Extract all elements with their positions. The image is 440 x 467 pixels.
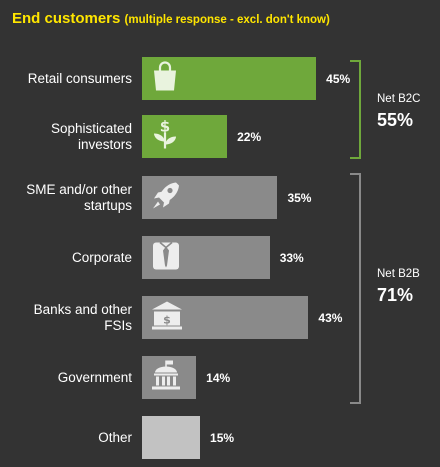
bank-icon: $ [150,299,184,336]
value-label-government: 14% [206,370,231,385]
chart-title-main: End customers [12,10,121,27]
bar-corporate [142,236,270,279]
category-label-retail-consumers: Retail consumers [27,70,132,86]
category-label-corporate: Corporate [71,249,132,265]
net-b2b-value: 71% [377,285,414,305]
value-label-other: 15% [210,430,235,445]
category-label-other: Other [98,429,132,445]
bar-other [142,416,201,459]
category-label-sophisticated-investors: Sophisticated investors [50,120,132,152]
net-b2b-bracket [350,173,361,404]
svg-text:$: $ [163,313,171,326]
value-label-corporate: 33% [279,250,304,265]
category-label-banks-and-other-fsis: Banks and other FSIs [33,301,132,333]
shopping-bag-icon [150,60,180,97]
bar-sophisticated-investors: $ [142,115,228,158]
net-b2c-label: Net B2C [377,93,421,105]
category-label-government: Government [57,369,132,385]
svg-text:$: $ [160,117,170,135]
shirt-tie-icon [150,239,182,276]
bar-sme-and-or-other-startups [142,176,278,219]
value-label-retail-consumers: 45% [326,71,351,86]
net-b2c-value: 55% [377,110,414,130]
net-b2c-bracket [350,60,361,159]
bar-banks-and-other-fsis: $ [142,296,309,339]
value-label-banks-and-other-fsis: 43% [318,310,343,325]
category-label-sme-and-or-other-startups: SME and/or other startups [26,181,132,213]
chart-title: End customers (multiple response - excl.… [12,10,330,27]
government-building-icon [150,358,182,397]
value-label-sme-and-or-other-startups: 35% [287,190,312,205]
bar-government [142,356,197,399]
net-b2c-group: Net B2C 55% [377,93,420,131]
value-label-sophisticated-investors: 22% [237,129,262,144]
chart-subtitle: (multiple response - excl. don't know) [124,14,330,26]
net-b2b-label: Net B2B [377,268,420,280]
money-plant-icon: $ [150,117,180,156]
bar-retail-consumers [142,57,317,100]
net-b2b-group: Net B2B 71% [377,268,420,306]
rocket-icon [150,179,180,216]
